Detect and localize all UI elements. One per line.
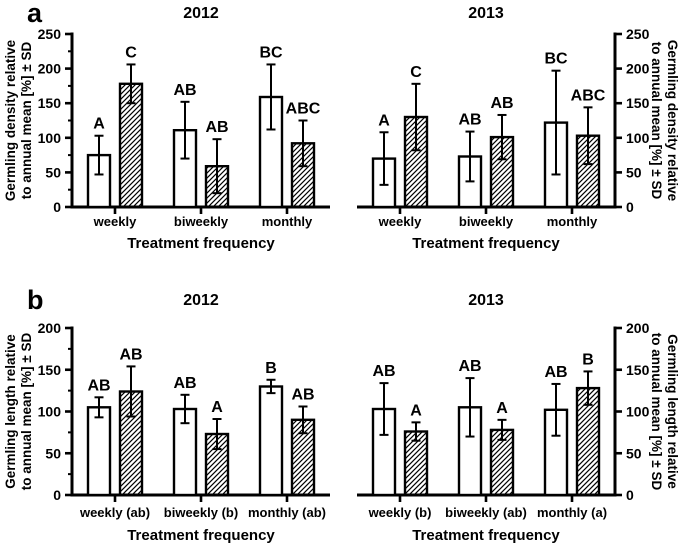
svg-text:C: C <box>410 64 422 81</box>
svg-text:C: C <box>125 44 137 61</box>
svg-text:Treatment frequency: Treatment frequency <box>127 235 275 252</box>
svg-text:Germling density relativeto an: Germling density relativeto annual mean … <box>649 40 680 202</box>
svg-text:50: 50 <box>626 164 642 180</box>
svg-text:AB: AB <box>490 95 513 112</box>
svg-text:monthly (a): monthly (a) <box>537 505 607 520</box>
svg-text:monthly: monthly <box>262 214 313 229</box>
svg-text:weekly: weekly <box>93 214 137 229</box>
panel-label-a: a <box>27 0 43 28</box>
svg-text:150: 150 <box>626 95 650 111</box>
svg-text:2013: 2013 <box>468 292 504 309</box>
svg-text:AB: AB <box>119 346 142 363</box>
svg-text:200: 200 <box>38 61 62 77</box>
svg-text:AB: AB <box>87 377 110 394</box>
svg-text:2013: 2013 <box>468 5 504 22</box>
svg-text:AB: AB <box>173 82 196 99</box>
svg-text:biweekly: biweekly <box>174 214 229 229</box>
svg-text:Germling density relativeto an: Germling density relativeto annual mean … <box>3 39 34 201</box>
svg-text:50: 50 <box>45 445 61 461</box>
svg-text:100: 100 <box>626 404 650 420</box>
svg-text:200: 200 <box>38 320 62 336</box>
svg-text:biweekly (ab): biweekly (ab) <box>445 505 527 520</box>
svg-text:150: 150 <box>626 362 650 378</box>
svg-text:200: 200 <box>626 320 650 336</box>
svg-text:Germling length relativeto ann: Germling length relativeto annual mean [… <box>649 333 680 491</box>
svg-text:monthly (ab): monthly (ab) <box>248 505 326 520</box>
svg-text:ABC: ABC <box>571 87 606 104</box>
svg-text:AB: AB <box>291 386 314 403</box>
svg-text:Treatment frequency: Treatment frequency <box>412 527 560 544</box>
svg-text:A: A <box>410 402 422 419</box>
svg-text:0: 0 <box>626 199 634 215</box>
svg-text:0: 0 <box>626 487 634 503</box>
svg-text:200: 200 <box>626 61 650 77</box>
svg-text:0: 0 <box>53 199 61 215</box>
svg-text:2012: 2012 <box>183 5 219 22</box>
svg-text:0: 0 <box>53 487 61 503</box>
svg-text:B: B <box>582 351 594 368</box>
svg-text:AB: AB <box>458 112 481 129</box>
svg-text:A: A <box>378 112 390 129</box>
svg-text:Germling length relativeto ann: Germling length relativeto annual mean [… <box>3 333 34 491</box>
svg-text:biweekly (b): biweekly (b) <box>164 505 238 520</box>
svg-text:Treatment frequency: Treatment frequency <box>127 527 275 544</box>
svg-text:150: 150 <box>38 362 62 378</box>
svg-text:100: 100 <box>626 130 650 146</box>
svg-text:250: 250 <box>38 26 62 42</box>
svg-text:2012: 2012 <box>183 292 219 309</box>
svg-text:monthly: monthly <box>547 214 598 229</box>
svg-text:B: B <box>265 360 277 377</box>
svg-text:AB: AB <box>458 358 481 375</box>
svg-text:50: 50 <box>626 445 642 461</box>
svg-text:AB: AB <box>205 119 228 136</box>
svg-text:weekly (b): weekly (b) <box>368 505 432 520</box>
panel-label-b: b <box>27 285 44 315</box>
svg-text:A: A <box>211 399 223 416</box>
svg-text:A: A <box>496 400 508 417</box>
svg-text:150: 150 <box>38 95 62 111</box>
svg-text:100: 100 <box>38 130 62 146</box>
svg-text:50: 50 <box>45 164 61 180</box>
svg-text:250: 250 <box>626 26 650 42</box>
svg-text:BC: BC <box>259 44 283 61</box>
svg-text:A: A <box>93 116 105 133</box>
svg-text:100: 100 <box>38 404 62 420</box>
svg-text:Treatment frequency: Treatment frequency <box>412 235 560 252</box>
svg-text:biweekly: biweekly <box>459 214 514 229</box>
svg-text:weekly (ab): weekly (ab) <box>79 505 150 520</box>
svg-text:BC: BC <box>544 51 568 68</box>
svg-text:AB: AB <box>544 364 567 381</box>
svg-text:weekly: weekly <box>378 214 422 229</box>
svg-text:AB: AB <box>372 363 395 380</box>
svg-text:AB: AB <box>173 375 196 392</box>
svg-text:ABC: ABC <box>286 101 321 118</box>
